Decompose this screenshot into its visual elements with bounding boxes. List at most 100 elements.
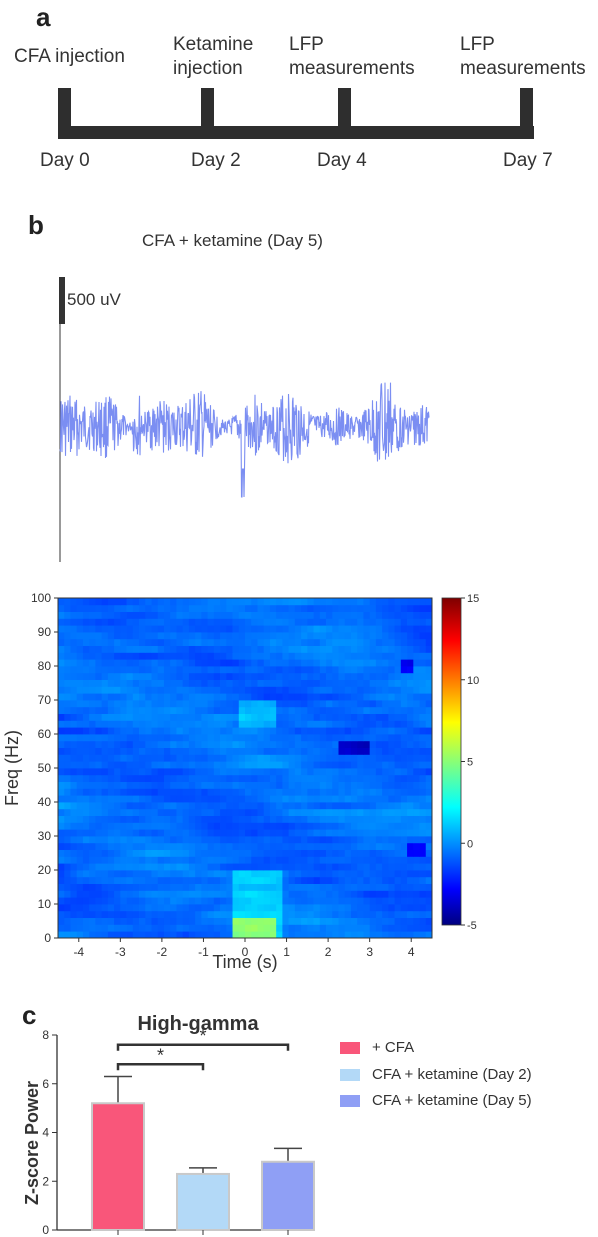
heatmap-cell (114, 842, 121, 850)
heatmap-cell (425, 931, 433, 939)
heatmap-cell (357, 876, 364, 884)
heatmap-cell (213, 761, 221, 769)
heatmap-cell (232, 768, 240, 776)
heatmap-cell (269, 706, 277, 714)
heatmap-cell (163, 686, 171, 694)
heatmap-cell (313, 638, 321, 646)
heatmap-cell (201, 734, 208, 742)
timeline-tick-day2 (201, 88, 214, 138)
heatmap-cell (101, 910, 109, 918)
heatmap-cell (382, 897, 389, 905)
heatmap-cell (201, 883, 208, 891)
heatmap-cell (126, 910, 134, 918)
heatmap-cell (226, 808, 233, 816)
heatmap-cell (307, 632, 314, 640)
heatmap-cell (425, 618, 433, 626)
heatmap-cell (338, 693, 346, 701)
heatmap-cell (188, 863, 196, 871)
heatmap-cell (139, 693, 146, 701)
heatmap-cell (76, 632, 84, 640)
heatmap-cell (151, 659, 159, 667)
heatmap-cell (245, 638, 252, 646)
heatmap-cell (114, 788, 121, 796)
heatmap-cell (263, 910, 271, 918)
heatmap-cell (338, 625, 346, 633)
heatmap-cell (120, 604, 127, 612)
heatmap-cell (332, 598, 339, 606)
heatmap-cell (220, 659, 227, 667)
heatmap-cell (182, 659, 190, 667)
heatmap-cell (407, 686, 414, 694)
heatmap-cell (170, 693, 177, 701)
heatmap-cell (425, 795, 433, 803)
heatmap-cell (313, 604, 321, 612)
heatmap-cell (120, 740, 127, 748)
heatmap-cell (120, 856, 127, 864)
heatmap-cell (213, 836, 221, 844)
heatmap-cell (58, 890, 65, 898)
heatmap-cell (70, 883, 78, 891)
heatmap-cell (332, 679, 339, 687)
heatmap-cell (207, 876, 215, 884)
heatmap-cell (282, 917, 290, 925)
heatmap-cell (350, 754, 358, 762)
heatmap-cell (76, 706, 84, 714)
heatmap-cell (70, 754, 78, 762)
heatmap-cell (338, 713, 346, 721)
heatmap-cell (288, 829, 296, 837)
heatmap-cell (163, 659, 171, 667)
heatmap-cell (107, 706, 115, 714)
heatmap-cell (95, 686, 103, 694)
heatmap-cell (344, 910, 352, 918)
heatmap-cell (201, 659, 208, 667)
heatmap-cell (257, 604, 265, 612)
heatmap-cell (400, 876, 408, 884)
heatmap-cell (207, 815, 215, 823)
heatmap-cell (82, 706, 90, 714)
heatmap-cell (163, 598, 171, 606)
heatmap-cell (407, 713, 414, 721)
heatmap-cell (145, 768, 152, 776)
heatmap-cell (95, 632, 103, 640)
heatmap-cell (176, 727, 184, 735)
heatmap-cell (388, 808, 395, 816)
heatmap-cell (251, 904, 258, 912)
heatmap-cell (326, 740, 333, 748)
heatmap-cell (120, 781, 127, 789)
heatmap-cell (195, 713, 202, 721)
heatmap-cell (301, 924, 308, 932)
heatmap-cell (213, 706, 221, 714)
heatmap-cell (132, 645, 140, 653)
heatmap-cell (58, 747, 65, 755)
heatmap-cell (151, 774, 159, 782)
heatmap-cell (64, 897, 71, 905)
heatmap-cell (126, 747, 134, 755)
heatmap-cell (251, 822, 258, 830)
heatmap-cell (357, 768, 364, 776)
heatmap-cell (363, 747, 371, 755)
heatmap-cell (407, 924, 414, 932)
heatmap-cell (176, 761, 184, 769)
heatmap-cell (375, 672, 383, 680)
heatmap-cell (114, 761, 121, 769)
heatmap-cell (313, 754, 321, 762)
heatmap-cell (269, 842, 277, 850)
heatmap-cell (245, 706, 252, 714)
heatmap-cell (170, 883, 177, 891)
heatmap-cell (126, 659, 134, 667)
heatmap-cell (220, 632, 227, 640)
heatmap-cell (394, 734, 402, 742)
heatmap-cell (170, 700, 177, 708)
timeline-event-4: LFP measurements (460, 33, 586, 81)
heatmap-cell (350, 781, 358, 789)
heatmap-cell (70, 890, 78, 898)
heatmap-cell (276, 795, 283, 803)
heatmap-cell (307, 815, 314, 823)
heatmap-cell (139, 598, 146, 606)
heatmap-cell (151, 849, 159, 857)
heatmap-cell (363, 890, 371, 898)
heatmap-cell (232, 781, 240, 789)
heatmap-cell (344, 761, 352, 769)
heatmap-cell (232, 618, 240, 626)
heatmap-cell (145, 836, 152, 844)
